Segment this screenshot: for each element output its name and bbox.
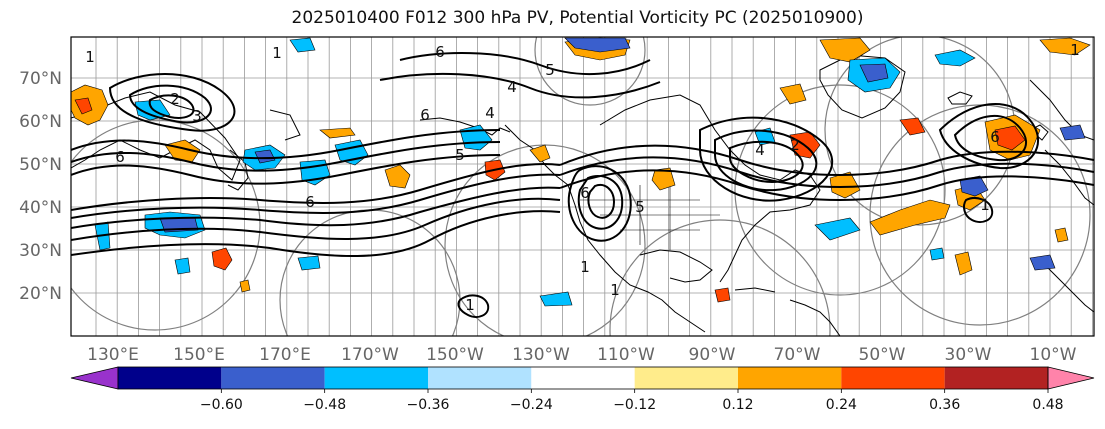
contour-label: 5 — [545, 61, 555, 79]
colorbar-tick-label: 0.36 — [929, 397, 960, 413]
map-frame — [70, 36, 1095, 337]
colorbar-segment — [118, 367, 222, 389]
latitude-label: 20°N — [19, 284, 62, 304]
contour-label: 1 — [1070, 41, 1080, 59]
contour-label: 2 — [170, 90, 180, 108]
colorbar-tick-label: −0.36 — [407, 397, 450, 413]
colorbar-tick-label: −0.24 — [510, 397, 553, 413]
contour-label: 6 — [580, 184, 590, 202]
longitude-label: 10°W — [1030, 345, 1077, 365]
colorbar-segment — [634, 367, 738, 389]
colorbar-min-extension — [70, 366, 119, 390]
colorbar-segment — [221, 367, 325, 389]
longitude-label: 170°W — [341, 345, 399, 365]
colorbar-border — [117, 366, 1049, 390]
colorbar-tick-label: 0.12 — [722, 397, 753, 413]
latitude-label: 30°N — [19, 241, 62, 261]
contour-label: 1 — [610, 281, 620, 299]
longitude-label: 150°W — [426, 345, 484, 365]
latitude-labels: 70°N 60°N 50°N 40°N 30°N 20°N — [19, 69, 62, 304]
contour-label: 5 — [635, 198, 645, 216]
longitude-label: 70°W — [774, 345, 821, 365]
longitude-label: 50°W — [859, 345, 906, 365]
colorbar-segment — [531, 367, 635, 389]
colorbar-segment — [841, 367, 945, 389]
colorbar-tick-label: 0.48 — [1032, 397, 1063, 413]
contour-label: 1 — [272, 44, 282, 62]
latitude-label: 60°N — [19, 112, 62, 132]
colorbar-tick-labels: −0.60 −0.48 −0.36 −0.24 −0.12 0.12 0.24 0.36 0.4… — [200, 389, 1064, 413]
contour-label: 1 — [465, 296, 475, 314]
colorbar-segment — [738, 367, 842, 389]
colorbar-tick-label: −0.48 — [303, 397, 346, 413]
contour-label: 1 — [980, 196, 990, 214]
longitude-label: 170°E — [259, 345, 311, 365]
colorbar-segment — [428, 367, 532, 389]
contour-label: 6 — [990, 128, 1000, 146]
contour-label: 4 — [755, 141, 765, 159]
map-title: 2025010400 F012 300 hPa PV, Potential Vo… — [291, 8, 864, 28]
latitude-label: 70°N — [19, 69, 62, 89]
contour-label: 1 — [85, 48, 95, 66]
colorbar — [70, 366, 1095, 390]
contour-label: 4 — [485, 104, 495, 122]
longitude-labels: 130°E 150°E 170°E 170°W 150°W 130°W 110°W 90°W 7… — [87, 345, 1077, 365]
colorbar-segment — [944, 367, 1048, 389]
contour-label: 6 — [305, 193, 315, 211]
latitude-label: 40°N — [19, 198, 62, 218]
positive-anomalies — [71, 37, 1091, 303]
colorbar-tick-label: −0.60 — [200, 397, 243, 413]
longitude-label: 130°E — [87, 345, 139, 365]
contour-label: 1 — [580, 258, 590, 276]
latitude-label: 50°N — [19, 155, 62, 175]
contour-label: 3 — [192, 107, 202, 125]
contour-label: 6 — [435, 43, 445, 61]
colorbar-tick-label: −0.12 — [613, 397, 656, 413]
longitude-label: 130°W — [512, 345, 570, 365]
longitude-label: 30°W — [945, 345, 992, 365]
contour-label: 6 — [115, 148, 125, 166]
contour-label: 2 — [790, 136, 800, 154]
longitude-label: 90°W — [689, 345, 736, 365]
contour-label: 5 — [455, 146, 465, 164]
pv-contours — [71, 52, 1094, 318]
colorbar-segment — [324, 367, 428, 389]
contour-label: 4 — [507, 78, 517, 96]
colorbar-tick-label: 0.24 — [826, 397, 857, 413]
longitude-label: 110°W — [597, 345, 655, 365]
colorbar-max-extension — [1047, 366, 1095, 390]
contour-label: 6 — [420, 106, 430, 124]
longitude-label: 150°E — [173, 345, 225, 365]
